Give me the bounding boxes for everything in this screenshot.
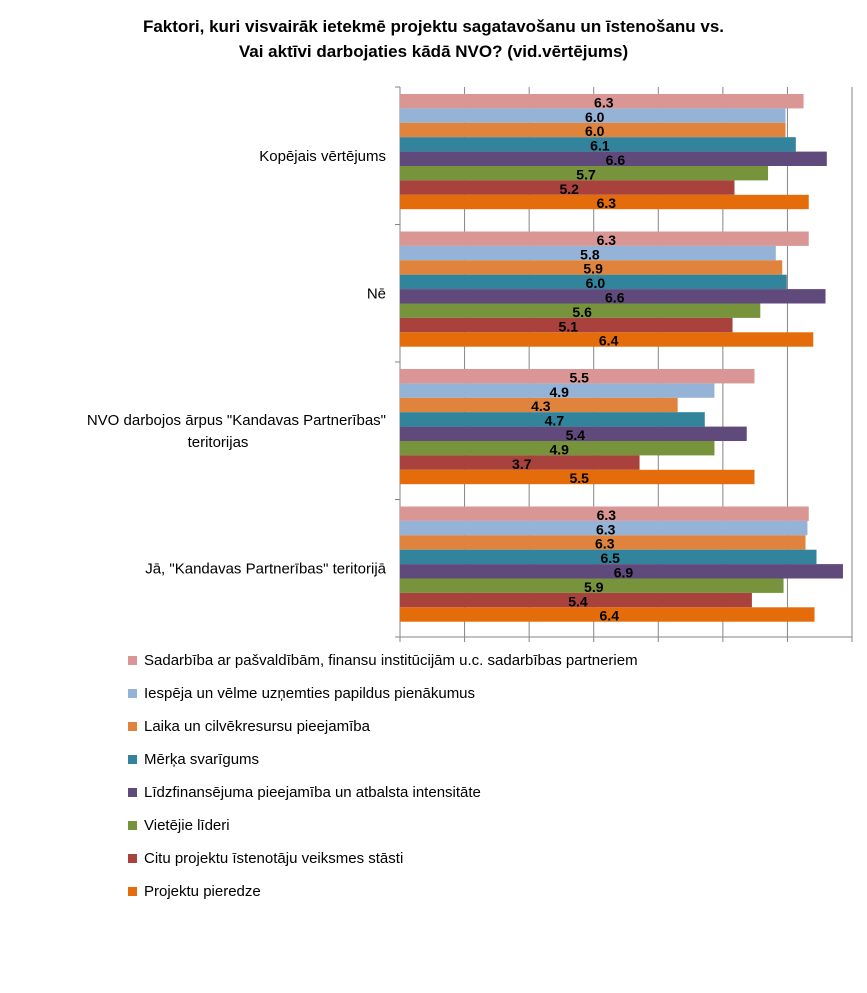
chart-title-line-1: Faktori, kuri visvairāk ietekmē projektu… [142,17,725,36]
x-tick-label: 7.0 [842,649,863,650]
data-label: 6.3 [597,507,617,523]
bar [400,137,796,152]
data-label: 6.4 [600,608,620,624]
legend-swatch [128,887,137,896]
data-label: 5.5 [570,470,590,486]
bar [400,151,827,166]
data-label: 5.8 [580,246,600,262]
bar [400,94,804,109]
data-label: 6.5 [601,550,621,566]
bar [400,397,678,413]
data-label: 6.0 [586,275,606,291]
data-label: 6.0 [585,109,605,125]
data-label: 4.3 [531,398,551,414]
data-label: 5.1 [559,318,579,334]
bar [400,426,747,441]
data-label: 6.3 [594,94,614,110]
data-label: 5.5 [570,369,590,385]
bar [400,122,786,138]
bar [400,506,809,521]
bar [400,412,705,427]
bar [400,332,814,347]
legend-swatch [128,821,137,830]
bar [400,578,784,593]
bar [400,231,809,246]
bar [400,303,761,318]
category-label: Nē [367,285,386,302]
legend-label: Citu projektu īstenotāju veiksmes stāsti [144,850,404,867]
legend-label: Laika un cilvēkresursu pieejamība [144,718,370,735]
legend-swatch [128,689,137,698]
bar [400,317,733,333]
data-label: 6.9 [614,565,634,581]
x-tick-label: 2.0 [519,649,540,650]
data-label: 5.6 [572,304,592,320]
bar [400,549,817,565]
data-label: 6.0 [585,123,605,139]
bar [400,289,826,304]
data-label: 6.3 [597,232,617,248]
bar [400,180,735,195]
bar [400,520,808,536]
bar [400,166,769,181]
category-label: Jā, "Kandavas Partnerības" teritorijā [145,560,386,577]
bar [400,383,715,398]
x-tick-label: 3.0 [583,649,604,650]
chart-title: Faktori, kuri visvairāk ietekmē projektu… [0,14,867,64]
legend-swatch [128,755,137,764]
category-label: NVO darbojos ārpus "Kandavas Partnerības… [87,412,386,429]
legend-swatch [128,788,137,797]
data-label: 5.7 [576,166,596,182]
legend-label: Mērķa svarīgums [144,751,260,768]
data-label: 6.3 [597,195,617,211]
data-label: 5.2 [560,181,580,197]
data-label: 6.3 [595,536,615,552]
data-label: 4.9 [549,384,569,400]
category-label: Kopējais vērtējums [259,148,386,165]
bar [400,455,640,470]
x-tick-label: 1.0 [454,649,475,650]
data-label: 6.3 [596,521,616,537]
bar [400,535,806,550]
data-label: 6.4 [599,333,619,349]
data-label: 3.7 [512,456,532,472]
legend-label: Iespēja un vēlme uzņemties papildus pien… [144,685,476,702]
legend-swatch [128,722,137,731]
legend-label: Sadarbība ar pašvaldībām, finansu instit… [144,652,638,669]
data-label: 5.9 [583,261,603,277]
category-label: teritorijas [188,434,249,451]
data-label: 4.9 [549,441,569,457]
x-tick-label: 4.0 [648,649,669,650]
data-label: 6.6 [606,152,626,168]
x-tick-label: 6.0 [777,649,798,650]
data-label: 6.6 [605,290,625,306]
data-label: 4.7 [545,413,565,429]
bar [400,564,843,579]
legend-swatch [128,854,137,863]
bar [400,469,755,485]
bar-chart: 0.01.02.03.04.05.06.07.06.36.06.06.16.65… [87,86,863,650]
bar [400,441,715,456]
data-label: 5.4 [566,427,586,443]
legend-label: Līdzfinansējuma pieejamība un atbalsta i… [144,784,481,801]
bar [400,194,809,210]
data-label: 5.4 [568,593,588,609]
data-label: 6.1 [590,138,610,154]
legend-label: Projektu pieredze [144,883,261,900]
bar [400,369,755,384]
x-tick-label: 5.0 [712,649,733,650]
bar [400,245,776,261]
bar [400,108,786,123]
bar [400,274,787,290]
bar [400,592,752,608]
legend-swatch [128,656,137,665]
legend-label: Vietējie līderi [144,817,230,834]
data-label: 5.9 [584,579,604,595]
bar [400,260,783,275]
bar [400,607,815,622]
chart-title-line-2: Vai aktīvi darbojaties kādā NVO? (vid.vē… [238,42,629,61]
x-tick-label: 0.0 [390,649,411,650]
